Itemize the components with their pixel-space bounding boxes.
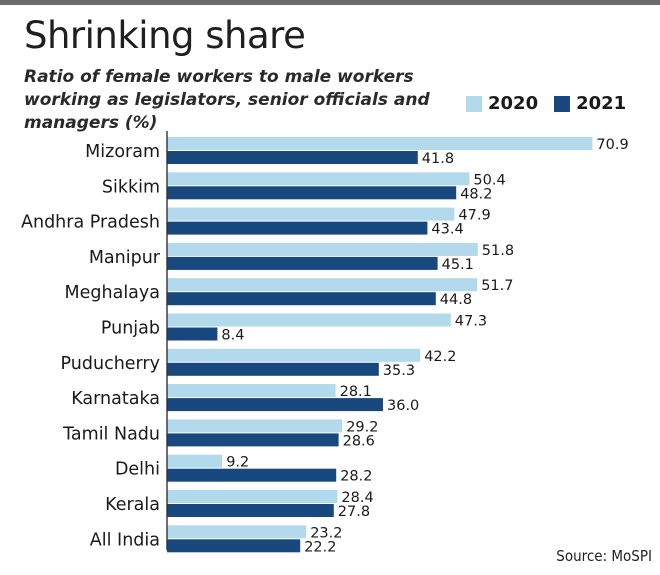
chart-title: Shrinking share <box>24 14 306 57</box>
bar-2020 <box>167 207 455 221</box>
data-label-2021: 43.4 <box>431 222 463 238</box>
data-label-2020: 47.9 <box>458 208 490 224</box>
bar-2021 <box>167 468 337 482</box>
data-label-2021: 27.8 <box>338 504 370 520</box>
bar-2021 <box>167 539 301 553</box>
bar-2021 <box>167 256 438 270</box>
data-label-2021: 8.4 <box>221 328 244 344</box>
data-label-2020: 9.2 <box>226 455 249 471</box>
category-label: Delhi <box>115 460 160 480</box>
category-label: Andhra Pradesh <box>21 213 160 233</box>
data-label-2021: 45.1 <box>442 257 474 273</box>
data-label-2020: 51.7 <box>481 278 513 294</box>
bar-2021 <box>167 186 457 200</box>
legend-label-2021: 2021 <box>576 93 627 114</box>
data-label-2020: 28.1 <box>340 384 372 400</box>
data-label-2020: 47.3 <box>455 314 487 330</box>
bar-2020 <box>167 137 593 150</box>
data-label-2020: 28.4 <box>341 490 373 506</box>
data-label-2021: 44.8 <box>440 292 472 308</box>
bar-2020 <box>167 454 223 468</box>
legend-item-2020: 2020 <box>466 93 538 114</box>
bar-2020 <box>167 278 478 292</box>
bar-2021 <box>167 398 383 412</box>
top-rule <box>0 0 660 5</box>
data-label-2021: 22.2 <box>304 539 336 555</box>
source-note: Source: MoSPI <box>556 547 652 565</box>
data-label-2021: 48.2 <box>460 186 492 202</box>
chart-subtitle: Ratio of female workers to male workers … <box>24 67 430 133</box>
data-label-2021: 41.8 <box>422 151 454 167</box>
category-label: All India <box>90 530 160 550</box>
data-label-2020: 29.2 <box>346 419 378 435</box>
bar-2021 <box>167 151 418 164</box>
bar-2021 <box>167 504 334 517</box>
legend-item-2021: 2021 <box>554 93 626 114</box>
data-label-2021: 36.0 <box>387 398 419 414</box>
bar-2021 <box>167 221 428 235</box>
bar-2021 <box>167 327 218 341</box>
bar-2021 <box>167 433 339 447</box>
category-label: Manipur <box>89 248 161 268</box>
bar-2020 <box>167 490 338 503</box>
bar-2020 <box>167 313 451 327</box>
bar-2020 <box>167 348 421 362</box>
category-label: Tamil Nadu <box>62 424 160 444</box>
category-label: Punjab <box>101 319 160 339</box>
legend-swatch-2020 <box>466 95 482 112</box>
data-label-2020: 23.2 <box>310 525 342 541</box>
data-label-2020: 70.9 <box>596 137 628 153</box>
category-label: Mizoram <box>85 142 160 162</box>
data-label-2021: 35.3 <box>383 363 415 379</box>
legend: 2020 2021 <box>466 93 642 114</box>
bar-2020 <box>167 384 336 398</box>
bar-2020 <box>167 525 307 539</box>
data-label-2021: 28.6 <box>343 433 375 449</box>
bar-2020 <box>167 172 470 186</box>
category-label: Sikkim <box>102 177 160 197</box>
data-label-2020: 50.4 <box>473 172 505 188</box>
bar-2021 <box>167 292 436 306</box>
data-label-2020: 42.2 <box>424 349 456 365</box>
category-label: Kerala <box>105 495 160 515</box>
category-label: Karnataka <box>71 389 160 409</box>
legend-label-2020: 2020 <box>488 93 539 114</box>
data-label-2020: 51.8 <box>482 243 514 259</box>
category-label: Meghalaya <box>65 283 160 303</box>
bar-2020 <box>167 242 478 256</box>
bar-2020 <box>167 419 343 433</box>
category-label: Puducherry <box>61 354 160 374</box>
legend-swatch-2021 <box>554 95 571 112</box>
bar-2021 <box>167 362 379 376</box>
data-label-2021: 28.2 <box>340 469 372 485</box>
